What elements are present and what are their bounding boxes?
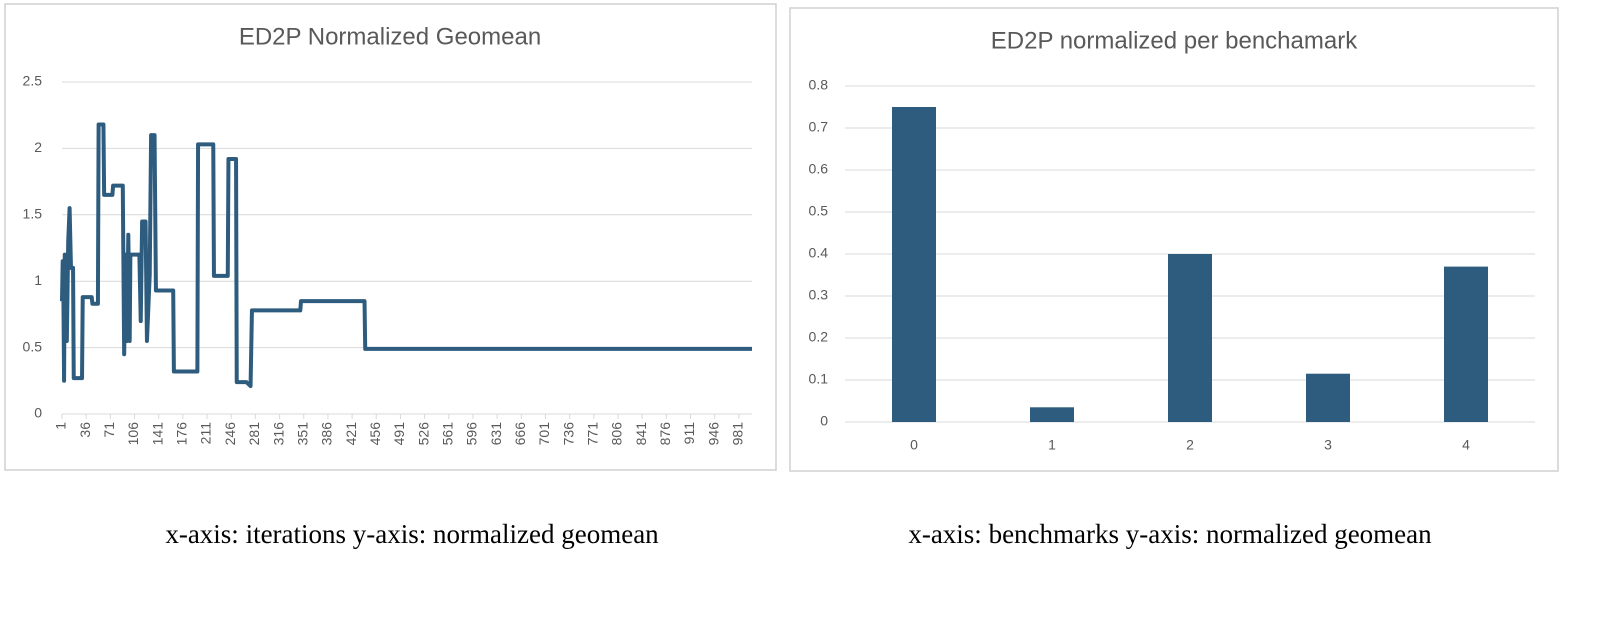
x-tick-label: 876 <box>657 422 673 446</box>
x-tick-label: 1 <box>1048 437 1056 453</box>
bar <box>1168 254 1212 422</box>
x-tick-label: 211 <box>198 422 214 445</box>
x-tick-label: 421 <box>343 422 359 446</box>
x-tick-label: 701 <box>536 422 552 446</box>
y-tick-label: 0.8 <box>809 77 829 93</box>
panel <box>4 3 777 471</box>
x-tick-label: 316 <box>270 422 286 446</box>
x-tick-label: 106 <box>125 422 141 446</box>
x-tick-label: 141 <box>149 422 165 446</box>
x-tick-label: 806 <box>609 422 625 446</box>
x-tick-label: 2 <box>1186 437 1194 453</box>
x-tick-label: 36 <box>77 422 93 438</box>
y-tick-label: 1 <box>34 272 42 288</box>
x-tick-label: 491 <box>391 422 407 446</box>
bar <box>1444 266 1488 422</box>
x-tick-label: 911 <box>681 422 697 445</box>
x-tick-label: 0 <box>910 437 918 453</box>
y-tick-label: 0.5 <box>23 338 43 354</box>
y-tick-label: 2.5 <box>23 73 43 89</box>
x-tick-label: 631 <box>488 422 504 446</box>
x-tick-label: 71 <box>101 422 117 438</box>
x-tick-label: 246 <box>222 422 238 446</box>
x-tick-label: 736 <box>560 422 576 446</box>
caption: x-axis: iterations y-axis: normalized ge… <box>165 519 659 549</box>
x-tick-label: 351 <box>294 422 310 446</box>
x-tick-label: 596 <box>464 422 480 446</box>
bar <box>1306 373 1350 422</box>
y-tick-label: 0.7 <box>809 119 829 135</box>
y-tick-label: 0 <box>820 413 828 429</box>
x-tick-label: 841 <box>633 422 649 446</box>
y-tick-label: 1.5 <box>23 206 43 222</box>
y-tick-label: 0.6 <box>809 161 829 177</box>
line-series <box>60 122 752 389</box>
x-tick-label: 4 <box>1462 437 1470 453</box>
x-tick-label: 3 <box>1324 437 1332 453</box>
y-tick-label: 0.3 <box>809 287 829 303</box>
x-tick-label: 981 <box>730 422 746 446</box>
y-tick-label: 0.1 <box>809 371 829 387</box>
x-tick-label: 176 <box>174 422 190 446</box>
x-tick-label: 561 <box>439 422 455 446</box>
x-tick-label: 1 <box>53 422 69 430</box>
x-tick-label: 456 <box>367 422 383 446</box>
chart-title: ED2P Normalized Geomean <box>239 23 541 50</box>
y-tick-label: 0.5 <box>809 203 829 219</box>
y-tick-label: 0.2 <box>809 329 829 345</box>
x-tick-label: 386 <box>319 422 335 446</box>
x-tick-label: 946 <box>705 422 721 446</box>
x-tick-label: 771 <box>585 422 601 446</box>
y-tick-label: 0 <box>34 405 42 421</box>
chart-title: ED2P normalized per benchamark <box>991 27 1358 54</box>
y-tick-label: 2 <box>34 139 42 155</box>
bar <box>1030 407 1074 422</box>
y-tick-label: 0.4 <box>809 245 829 261</box>
bar <box>892 107 936 422</box>
x-tick-label: 666 <box>512 422 528 446</box>
x-tick-label: 526 <box>415 422 431 446</box>
x-tick-label: 281 <box>246 422 262 446</box>
caption: x-axis: benchmarks y-axis: normalized ge… <box>908 519 1432 549</box>
